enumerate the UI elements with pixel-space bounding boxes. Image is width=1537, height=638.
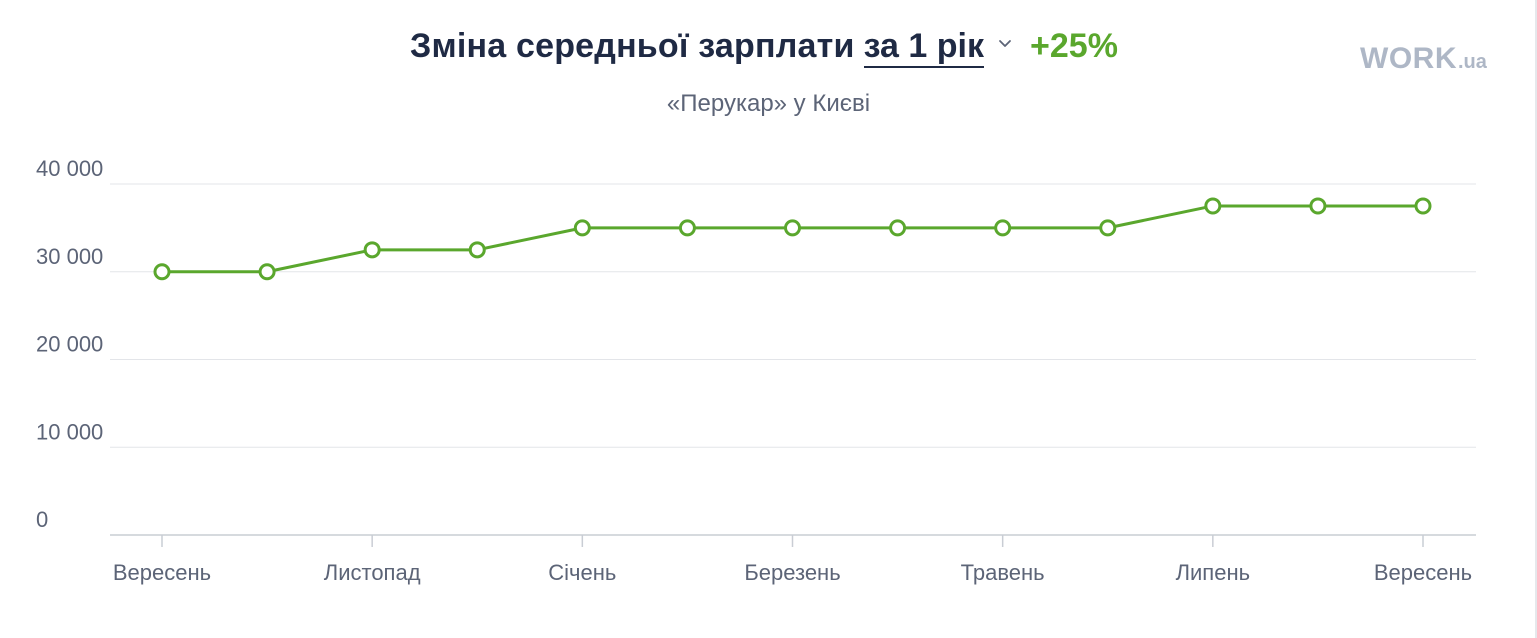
- y-tick-label: 40 000: [36, 156, 103, 181]
- data-points: [153, 197, 1432, 281]
- title-row: Зміна середньої зарплати за 1 рік +25%: [410, 26, 1118, 68]
- x-tick-label: Вересень: [113, 560, 211, 585]
- data-point: [784, 219, 801, 237]
- data-point: [363, 241, 381, 259]
- chart-title: Зміна середньої зарплати: [410, 27, 855, 65]
- x-tick-label: Березень: [744, 560, 840, 585]
- x-axis-ticks: Вересень Листопад Січень Березень Травень Лип…: [113, 535, 1472, 585]
- work-ua-logo: WORK.ua: [1360, 42, 1487, 82]
- data-point: [889, 219, 907, 237]
- x-tick-label: Січень: [548, 560, 616, 585]
- chevron-down-icon[interactable]: [996, 35, 1014, 53]
- grid-lines: [110, 183, 1476, 536]
- x-tick-label: Липень: [1176, 560, 1251, 585]
- data-point: [573, 219, 591, 237]
- y-tick-label: 10 000: [36, 419, 103, 444]
- data-point: [678, 219, 696, 237]
- right-border: [1535, 0, 1537, 638]
- data-point: [258, 263, 276, 281]
- y-tick-label: 0: [36, 507, 48, 532]
- x-tick-label: Листопад: [324, 560, 421, 585]
- data-point: [468, 241, 486, 259]
- chart-header: Зміна середньої зарплати за 1 рік +25%: [0, 26, 1537, 74]
- period-dropdown[interactable]: за 1 рік: [863, 26, 985, 68]
- series-line-path: [160, 204, 1425, 274]
- y-tick-label: 20 000: [36, 332, 103, 357]
- x-tick-label: Травень: [961, 560, 1045, 585]
- data-point: [994, 219, 1012, 237]
- data-point: [1204, 197, 1222, 215]
- change-percent: +25%: [1030, 27, 1118, 65]
- y-axis-ticks: 0 10 000 20 000 30 000 40 000: [36, 156, 103, 532]
- series-line: [160, 204, 1425, 274]
- chart-subtitle: «Перукар» у Києві: [666, 90, 871, 117]
- logo-main-text: WORK: [1360, 42, 1457, 75]
- x-tick-label: Вересень: [1374, 560, 1472, 585]
- data-point: [1414, 197, 1432, 215]
- data-point: [153, 263, 171, 281]
- logo-suffix-text: .ua: [1457, 51, 1487, 73]
- data-point: [1099, 219, 1117, 237]
- y-tick-label: 30 000: [36, 244, 103, 269]
- data-point: [1309, 197, 1327, 215]
